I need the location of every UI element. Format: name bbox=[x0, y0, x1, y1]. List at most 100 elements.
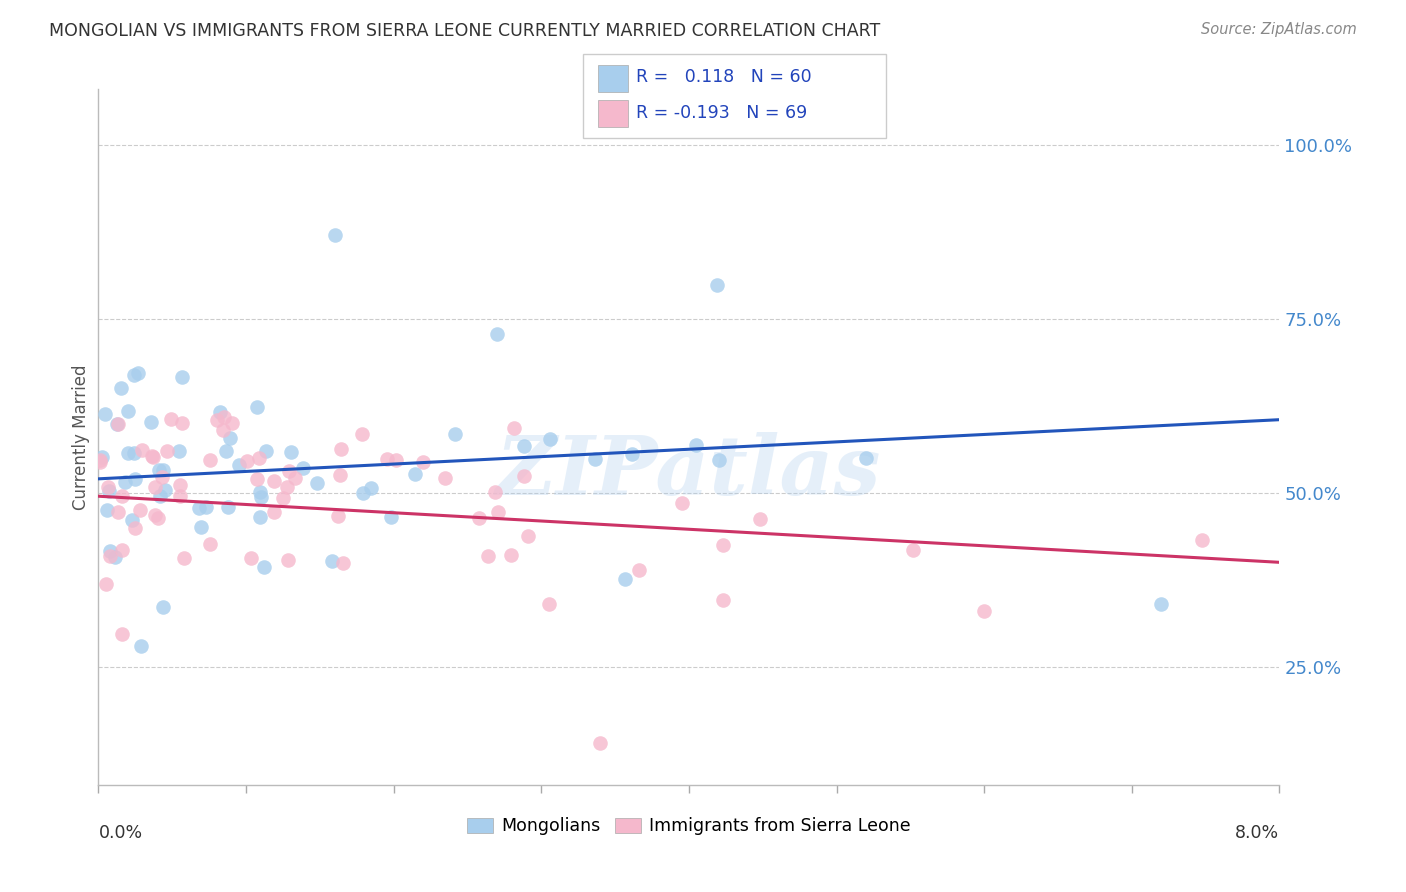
Point bbox=[200, 452, 222, 467]
Text: R =   0.118   N = 60: R = 0.118 N = 60 bbox=[636, 69, 811, 87]
Point bbox=[117, 446, 139, 460]
Point bbox=[973, 604, 995, 618]
Point bbox=[91, 450, 114, 464]
Point bbox=[170, 370, 193, 384]
Text: R = -0.193   N = 69: R = -0.193 N = 69 bbox=[636, 103, 807, 122]
Point bbox=[105, 417, 128, 432]
Point bbox=[212, 423, 235, 437]
Point bbox=[124, 521, 146, 535]
Point bbox=[97, 480, 120, 494]
Point bbox=[142, 450, 165, 464]
Point bbox=[484, 484, 506, 499]
Point bbox=[253, 560, 276, 574]
Point bbox=[121, 513, 143, 527]
Point bbox=[124, 368, 146, 383]
Point bbox=[190, 520, 212, 534]
Point bbox=[141, 415, 163, 429]
Point bbox=[235, 453, 257, 467]
Point bbox=[110, 381, 132, 395]
Point bbox=[124, 472, 146, 486]
Point bbox=[583, 451, 606, 466]
Point bbox=[620, 447, 643, 461]
Point bbox=[219, 431, 242, 445]
Point bbox=[329, 467, 352, 482]
Y-axis label: Currently Married: Currently Married bbox=[72, 364, 90, 510]
Point bbox=[107, 417, 129, 432]
Point bbox=[280, 445, 302, 459]
Point bbox=[326, 509, 349, 524]
Point bbox=[169, 489, 191, 503]
Point bbox=[245, 472, 267, 486]
Point bbox=[1150, 597, 1173, 611]
Point bbox=[538, 432, 561, 446]
Point bbox=[321, 554, 343, 568]
Point bbox=[143, 480, 166, 494]
Point bbox=[107, 505, 129, 519]
Point bbox=[332, 556, 354, 570]
Point bbox=[903, 543, 925, 558]
Point bbox=[271, 491, 294, 506]
Point bbox=[208, 405, 231, 419]
Point bbox=[671, 496, 693, 510]
Point bbox=[249, 485, 271, 500]
Point bbox=[153, 483, 176, 497]
Point bbox=[706, 278, 728, 293]
Point bbox=[131, 442, 153, 457]
Point bbox=[614, 572, 637, 586]
Point bbox=[104, 550, 127, 565]
Text: ZIPatlas: ZIPatlas bbox=[496, 432, 882, 512]
Point bbox=[143, 508, 166, 522]
Point bbox=[284, 471, 307, 485]
Point bbox=[228, 458, 250, 473]
Point bbox=[512, 439, 534, 453]
Point bbox=[250, 490, 273, 504]
Point bbox=[129, 639, 152, 653]
Point bbox=[329, 442, 352, 456]
Point bbox=[277, 553, 299, 567]
Point bbox=[278, 465, 301, 479]
Point bbox=[94, 577, 117, 591]
Point bbox=[150, 470, 173, 484]
Point bbox=[855, 450, 877, 465]
Point bbox=[98, 483, 121, 498]
Point bbox=[360, 481, 382, 495]
Point bbox=[122, 446, 145, 460]
Point bbox=[434, 471, 457, 485]
Point bbox=[215, 443, 238, 458]
Point bbox=[375, 452, 398, 467]
Point bbox=[114, 475, 136, 490]
Point bbox=[385, 453, 408, 467]
Point bbox=[685, 438, 707, 452]
Point bbox=[711, 593, 734, 607]
Point bbox=[187, 501, 209, 516]
Point bbox=[246, 400, 269, 414]
Point bbox=[513, 469, 536, 483]
Point bbox=[160, 412, 183, 426]
Point bbox=[141, 449, 163, 463]
Point bbox=[488, 505, 510, 519]
Point bbox=[212, 410, 235, 425]
Point bbox=[89, 452, 111, 467]
Point bbox=[499, 549, 522, 563]
Point bbox=[117, 404, 139, 418]
Point bbox=[170, 417, 193, 431]
Point bbox=[128, 503, 150, 517]
Point bbox=[89, 455, 111, 469]
Point bbox=[221, 417, 243, 431]
Point bbox=[127, 367, 149, 381]
Point bbox=[200, 536, 222, 550]
Point bbox=[98, 549, 121, 563]
Point bbox=[486, 327, 509, 342]
Point bbox=[240, 551, 263, 566]
Text: 8.0%: 8.0% bbox=[1236, 824, 1279, 842]
Point bbox=[263, 505, 285, 519]
Point bbox=[468, 510, 491, 524]
Point bbox=[516, 529, 538, 543]
Point bbox=[443, 427, 465, 442]
Point bbox=[276, 479, 298, 493]
Point bbox=[156, 444, 179, 458]
Point bbox=[111, 489, 134, 503]
Point bbox=[350, 427, 373, 442]
Text: Source: ZipAtlas.com: Source: ZipAtlas.com bbox=[1201, 22, 1357, 37]
Point bbox=[305, 476, 328, 491]
